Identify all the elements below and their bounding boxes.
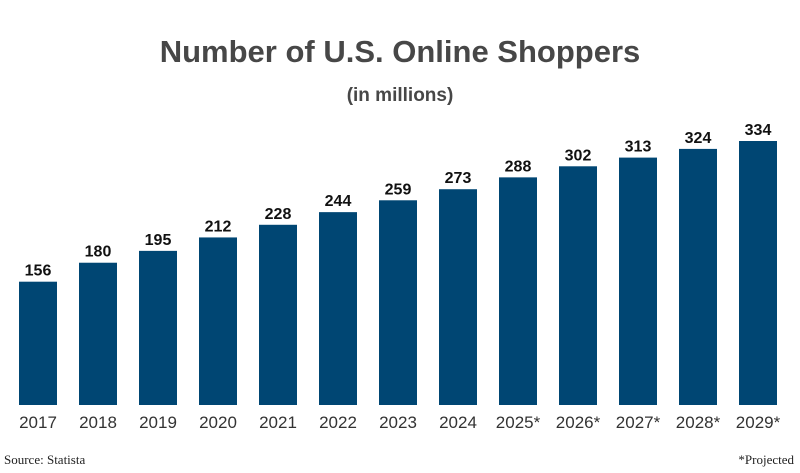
bar-2028*: [679, 148, 717, 406]
bar-2024: [439, 189, 477, 405]
category-label-2018: 2018: [79, 413, 117, 432]
category-label-2024: 2024: [439, 413, 477, 432]
bar-2020: [199, 237, 237, 405]
value-label-2022: 244: [325, 193, 352, 210]
category-label-2017: 2017: [19, 413, 57, 432]
value-label-2019: 195: [145, 232, 172, 249]
value-label-2029*: 334: [745, 122, 772, 139]
value-label-2020: 212: [205, 218, 232, 235]
category-label-2027*: 2027*: [616, 413, 661, 432]
category-label-2019: 2019: [139, 413, 177, 432]
bar-2021: [259, 224, 297, 405]
bar-2017: [19, 281, 57, 405]
category-label-2029*: 2029*: [736, 413, 781, 432]
category-label-2025*: 2025*: [496, 413, 541, 432]
bar-2026*: [559, 166, 597, 405]
bar-2029*: [739, 141, 777, 405]
value-label-2027*: 313: [625, 139, 652, 156]
bar-2025*: [499, 177, 537, 405]
bar-2022: [319, 212, 357, 405]
value-label-2024: 273: [445, 170, 472, 187]
bar-2019: [139, 250, 177, 405]
value-label-2028*: 324: [685, 130, 712, 147]
value-label-2021: 228: [265, 206, 292, 223]
category-label-2028*: 2028*: [676, 413, 721, 432]
value-label-2026*: 302: [565, 147, 592, 164]
projected-note: *Projected: [738, 452, 794, 467]
source-note: Source: Statista: [4, 452, 86, 467]
value-label-2018: 180: [85, 244, 112, 261]
category-label-2023: 2023: [379, 413, 417, 432]
chart-subtitle: (in millions): [346, 85, 454, 106]
chart-title: Number of U.S. Online Shoppers: [159, 34, 641, 69]
value-label-2017: 156: [25, 263, 52, 280]
category-label-2021: 2021: [259, 413, 297, 432]
value-label-2023: 259: [385, 181, 412, 198]
category-label-2022: 2022: [319, 413, 357, 432]
bar-2023: [379, 200, 417, 405]
category-label-2020: 2020: [199, 413, 237, 432]
category-label-2026*: 2026*: [556, 413, 601, 432]
bar-2027*: [619, 157, 657, 405]
value-label-2025*: 288: [505, 158, 532, 175]
bar-2018: [79, 262, 117, 405]
